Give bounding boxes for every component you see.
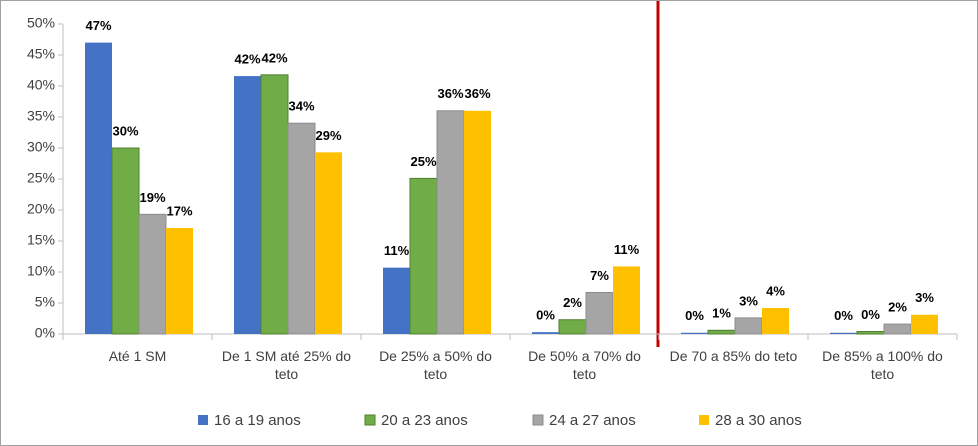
legend-swatch (532, 414, 544, 426)
value-label: 34% (288, 99, 314, 114)
x-tick-label: De 85% a 100% do teto (822, 348, 943, 382)
y-tick-label: 10% (27, 263, 55, 279)
y-tick-label: 45% (27, 46, 55, 62)
y-tick-label: 30% (27, 139, 55, 155)
y-tick-label: 40% (27, 77, 55, 93)
value-label: 17% (166, 203, 192, 218)
legend-swatch (198, 415, 208, 425)
legend-label: 24 a 27 anos (549, 412, 636, 429)
bar (464, 110, 491, 334)
value-label: 0% (685, 308, 704, 323)
bar (681, 332, 708, 334)
value-label: 19% (139, 190, 165, 205)
legend-swatch (699, 415, 709, 425)
bar (85, 42, 112, 334)
bar (558, 319, 587, 335)
value-label: 42% (234, 52, 260, 67)
value-label: 0% (834, 308, 853, 323)
legend-label: 20 a 23 anos (381, 412, 468, 429)
value-label: 29% (315, 128, 341, 143)
value-label: 11% (614, 242, 640, 257)
y-tick-label: 15% (27, 232, 55, 248)
bar (762, 307, 789, 334)
value-label: 4% (766, 283, 785, 298)
value-label: 36% (464, 86, 490, 101)
legend-label: 16 a 19 anos (214, 412, 301, 429)
x-tick-label: De 70 a 85% do teto (669, 348, 798, 364)
x-tick-label: Até 1 SM (108, 348, 167, 364)
bar (383, 267, 410, 334)
y-tick-label: 25% (27, 170, 55, 186)
bar (409, 177, 438, 335)
value-label: 1% (712, 306, 731, 321)
value-label: 47% (85, 18, 111, 33)
bar (830, 332, 857, 334)
bar (287, 122, 316, 335)
bar (315, 152, 342, 334)
bar (166, 227, 193, 334)
value-label: 42% (261, 50, 287, 65)
legend-label: 28 a 30 anos (715, 412, 802, 429)
bar (260, 74, 289, 335)
value-label: 30% (112, 123, 138, 138)
x-tick-label: De 1 SM até 25% do teto (221, 348, 352, 382)
bar (883, 323, 912, 335)
y-tick-label: 0% (35, 325, 55, 341)
bar (613, 266, 640, 334)
y-tick-label: 35% (27, 108, 55, 124)
y-tick-label: 5% (35, 294, 55, 310)
bar (911, 314, 938, 334)
value-label: 0% (861, 307, 880, 322)
value-label: 36% (437, 86, 463, 101)
x-tick-label: De 25% a 50% do teto (379, 348, 492, 382)
bar (532, 332, 559, 334)
bar (585, 291, 614, 335)
value-label: 7% (590, 268, 609, 283)
y-tick-label: 50% (27, 15, 55, 31)
bar (138, 213, 167, 335)
bar (856, 331, 885, 335)
bar (111, 147, 140, 335)
bar (734, 317, 763, 335)
value-label: 11% (384, 243, 410, 258)
value-label: 3% (739, 293, 758, 308)
bar (707, 329, 736, 335)
y-tick-label: 20% (27, 201, 55, 217)
legend-swatch (364, 414, 376, 426)
bar (436, 110, 465, 335)
value-label: 25% (410, 154, 436, 169)
x-tick-label: De 50% a 70% do teto (528, 348, 641, 382)
bar (234, 76, 261, 334)
value-label: 0% (536, 308, 555, 323)
value-label: 2% (888, 300, 907, 315)
value-label: 2% (563, 295, 582, 310)
value-label: 3% (915, 290, 934, 305)
